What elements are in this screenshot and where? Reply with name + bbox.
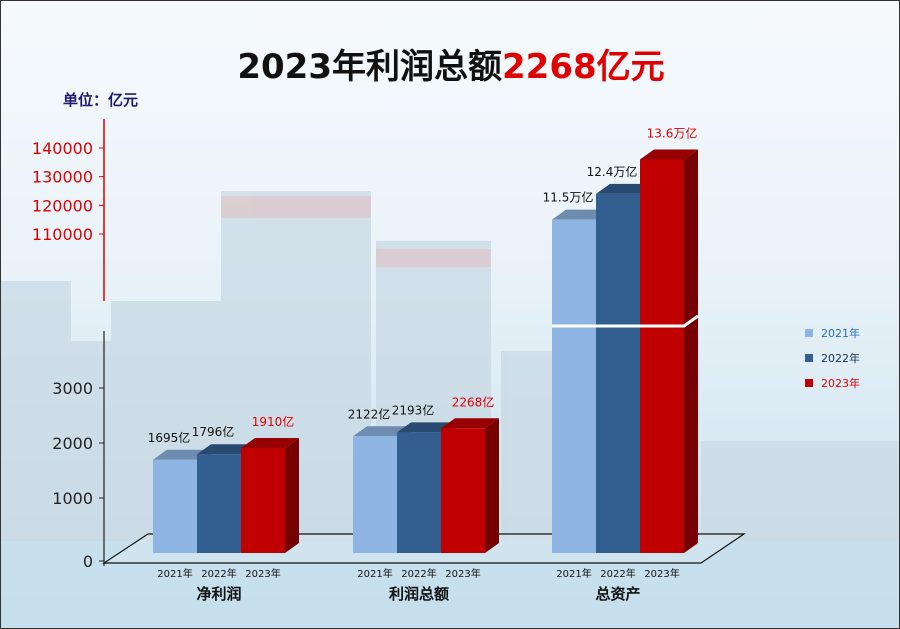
- category-label: 总资产: [595, 585, 640, 603]
- bar-top: [241, 437, 299, 448]
- bar-year-label: 2021年: [157, 567, 192, 580]
- bar-value-label: 11.5万亿: [543, 190, 594, 205]
- bar-front: [197, 454, 241, 553]
- legend-swatch: [805, 379, 813, 387]
- bar-0-2: [241, 437, 299, 553]
- bar-year-label: 2022年: [600, 567, 635, 580]
- y-tick-label: 3000: [52, 379, 93, 398]
- bar-front: [153, 459, 197, 553]
- bar-side: [684, 149, 698, 553]
- y-tick-label: 0: [83, 552, 93, 571]
- bar-front: [596, 193, 640, 553]
- y-tick-label-upper: 140000: [32, 139, 93, 158]
- unit-label: 单位：亿元: [63, 91, 139, 109]
- bar-front: [552, 219, 596, 553]
- bar-value-label: 13.6万亿: [647, 125, 698, 140]
- bar-front: [441, 428, 485, 553]
- bar-top: [353, 426, 411, 437]
- y-tick-label-upper: 130000: [32, 168, 93, 187]
- bar-side: [285, 437, 299, 553]
- bar-year-label: 2023年: [445, 567, 480, 580]
- bar-front: [640, 159, 684, 553]
- legend-label: 2022年: [821, 351, 860, 365]
- category-label: 净利润: [196, 585, 241, 603]
- bar-2-2: [640, 149, 698, 553]
- title-highlight: 2268亿元: [502, 47, 665, 87]
- chart-title: 2023年利润总额2268亿元: [1, 39, 899, 88]
- legend-swatch: [805, 354, 813, 362]
- bar-value-label: 2122亿: [348, 406, 391, 421]
- title-main: 2023年利润总额: [237, 47, 502, 87]
- bar-value-label: 1910亿: [252, 414, 295, 429]
- bar-top: [153, 449, 211, 460]
- bar-value-label: 2268亿: [452, 394, 495, 409]
- bar-value-label: 2193亿: [392, 402, 435, 417]
- bar-value-label: 1695亿: [148, 430, 191, 445]
- bar-value-label: 12.4万亿: [587, 164, 638, 179]
- axis-break-line: [552, 314, 699, 328]
- bar-front: [397, 432, 441, 553]
- bar-top: [397, 422, 455, 433]
- y-tick-label: 2000: [52, 434, 93, 453]
- bar-year-label: 2023年: [245, 567, 280, 580]
- category-label: 利润总额: [389, 585, 449, 603]
- bar-top: [552, 209, 610, 220]
- legend-label: 2021年: [821, 326, 860, 340]
- bar-1-2: [441, 418, 499, 553]
- bar-year-label: 2023年: [644, 567, 679, 580]
- bar-year-label: 2022年: [401, 567, 436, 580]
- bar-front: [353, 436, 397, 553]
- y-tick-label-upper: 110000: [32, 225, 93, 244]
- bar-top: [441, 418, 499, 429]
- bar-top: [596, 183, 654, 194]
- bar-value-label: 1796亿: [192, 424, 235, 439]
- legend-label: 2023年: [821, 376, 860, 390]
- bar-year-label: 2021年: [357, 567, 392, 580]
- y-tick-label: 1000: [52, 489, 93, 508]
- bar-side: [485, 418, 499, 553]
- bar-front: [241, 447, 285, 553]
- bar-top: [197, 444, 255, 455]
- bar-year-label: 2022年: [201, 567, 236, 580]
- bar-year-label: 2021年: [556, 567, 591, 580]
- legend-swatch: [805, 329, 813, 337]
- bar-top: [640, 149, 698, 160]
- y-tick-label-upper: 120000: [32, 196, 93, 215]
